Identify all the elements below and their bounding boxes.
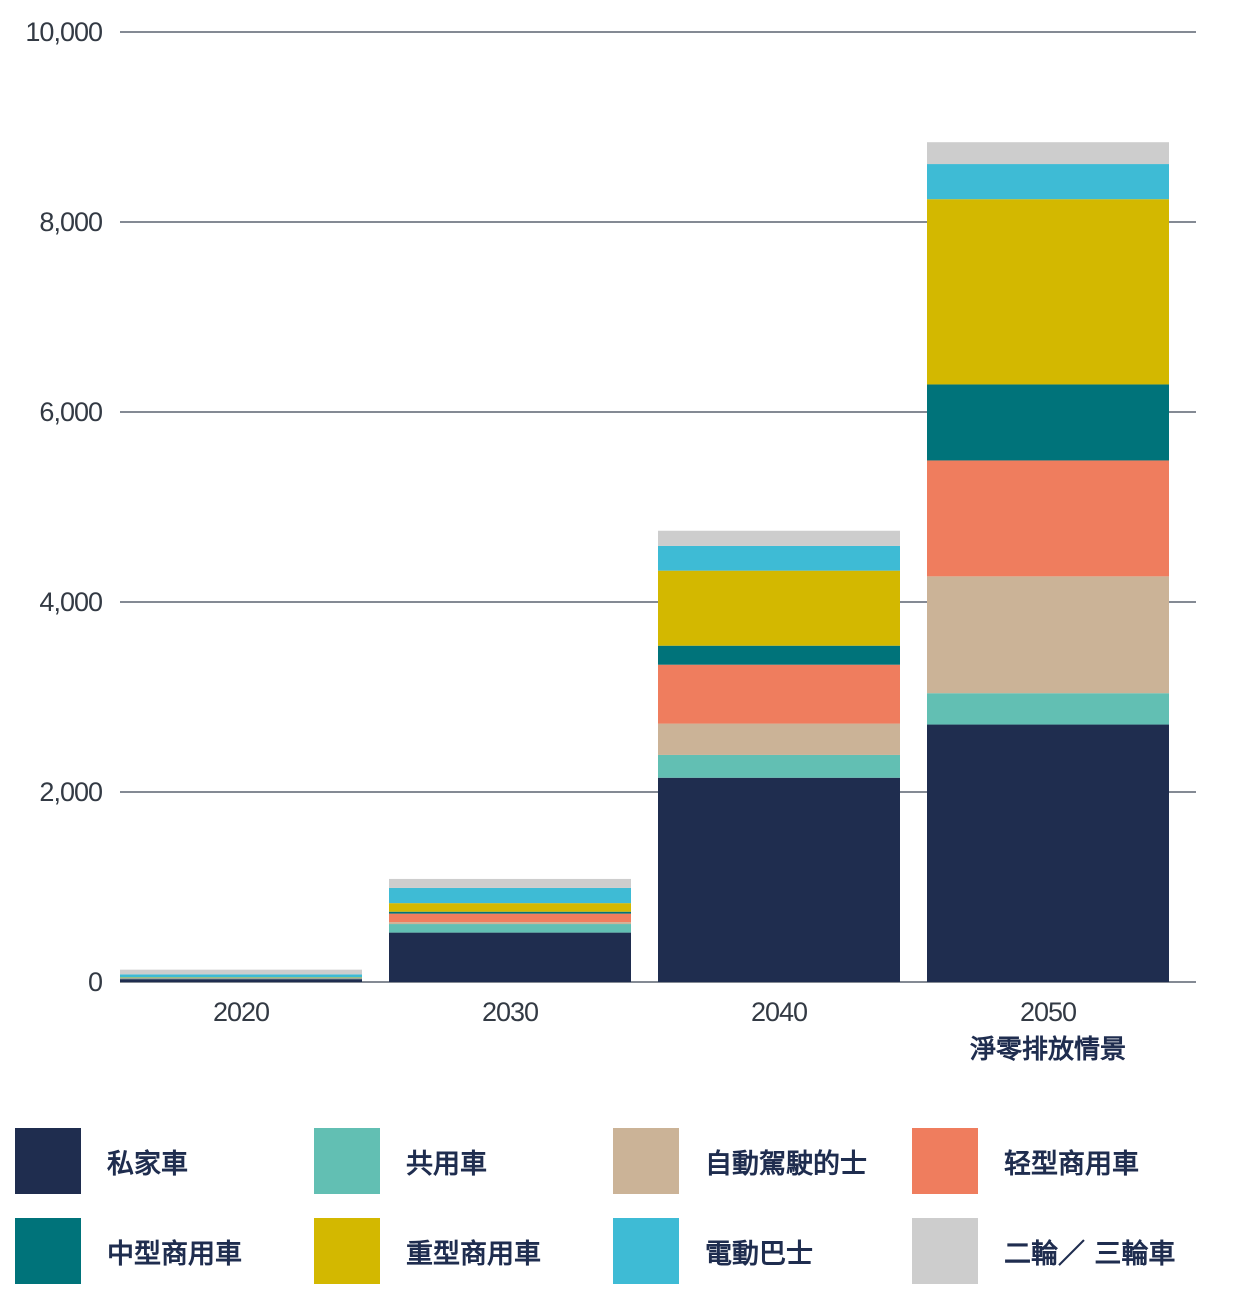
- bar-segment: [389, 913, 631, 923]
- y-tick-label: 4,000: [39, 587, 102, 617]
- legend-swatch: [912, 1218, 978, 1284]
- bar-segment: [120, 969, 362, 975]
- bar-segment: [658, 545, 900, 571]
- bar-segment: [389, 924, 631, 933]
- bar-segment: [658, 754, 900, 778]
- legend-label: 重型商用車: [406, 1238, 541, 1270]
- bar-segment: [658, 723, 900, 755]
- legend-item: 共用車: [314, 1128, 487, 1194]
- bar-segment: [658, 645, 900, 665]
- legend-label: 轻型商用車: [1004, 1148, 1139, 1180]
- y-tick-label: 6,000: [39, 397, 102, 427]
- legend: 私家車 共用車 自動駕駛的士 轻型商用車中型商用車 重型商用車 電動巴士 二輪／ 三輪車: [0, 1120, 1237, 1292]
- legend-item: 電動巴士: [613, 1218, 813, 1284]
- legend-item: 中型商用車: [15, 1218, 242, 1284]
- bar-segment: [927, 724, 1169, 982]
- bar-segment: [927, 693, 1169, 725]
- x-tick-sublabel: 淨零排放情景: [970, 1034, 1126, 1065]
- y-tick-label: 2,000: [39, 777, 102, 807]
- x-tick-label: 2040: [751, 997, 807, 1027]
- bar-segment: [658, 664, 900, 724]
- bar-segment: [389, 878, 631, 888]
- bar-segment: [927, 142, 1169, 165]
- legend-swatch: [912, 1128, 978, 1194]
- y-tick-label: 10,000: [25, 17, 102, 47]
- bar-segment: [389, 887, 631, 904]
- legend-item: 轻型商用車: [912, 1128, 1139, 1194]
- y-axis-ticks: 0 2,000 4,000 6,000 8,000 10,000: [25, 17, 103, 997]
- legend-swatch: [314, 1128, 380, 1194]
- bar-segment: [927, 384, 1169, 461]
- bar-segment: [389, 922, 631, 925]
- legend-swatch: [15, 1128, 81, 1194]
- legend-label: 二輪／ 三輪車: [1004, 1238, 1176, 1270]
- bar-segment: [658, 570, 900, 646]
- bar-segment: [927, 164, 1169, 200]
- legend-label: 電動巴士: [705, 1238, 813, 1270]
- bar-segment: [927, 576, 1169, 694]
- bar-segment: [927, 199, 1169, 385]
- legend-swatch: [314, 1218, 380, 1284]
- bar-segment: [927, 460, 1169, 577]
- legend-swatch: [613, 1218, 679, 1284]
- legend-item: 自動駕駛的士: [613, 1128, 867, 1194]
- legend-swatch: [613, 1128, 679, 1194]
- legend-swatch: [15, 1218, 81, 1284]
- x-tick-label: 2030: [482, 997, 538, 1027]
- x-axis-labels: 2020 2030 2040 2050 淨零排放情景: [213, 997, 1126, 1065]
- stacked-bar-chart: 0 2,000 4,000 6,000 8,000 10,000 2020 2030 2040…: [25, 17, 1196, 1065]
- legend-label: 私家車: [107, 1148, 188, 1180]
- legend-item: 私家車: [15, 1128, 188, 1194]
- bar-segment: [389, 911, 631, 914]
- legend-label: 中型商用車: [107, 1238, 242, 1270]
- bar-segment: [389, 903, 631, 912]
- bar-segment: [120, 974, 362, 978]
- legend-label: 自動駕駛的士: [705, 1148, 867, 1180]
- y-tick-label: 0: [88, 967, 102, 997]
- bar-segment: [389, 932, 631, 982]
- bar-segment: [120, 979, 362, 982]
- legend-item: 二輪／ 三輪車: [912, 1218, 1175, 1284]
- legend-label: 共用車: [406, 1148, 487, 1180]
- bar-segment: [658, 530, 900, 546]
- x-tick-label: 2020: [213, 997, 269, 1027]
- y-tick-label: 8,000: [39, 207, 102, 237]
- bar-segment: [658, 777, 900, 982]
- legend-item: 重型商用車: [314, 1218, 541, 1284]
- x-tick-label: 2050: [1020, 997, 1076, 1027]
- bars: [120, 142, 1169, 982]
